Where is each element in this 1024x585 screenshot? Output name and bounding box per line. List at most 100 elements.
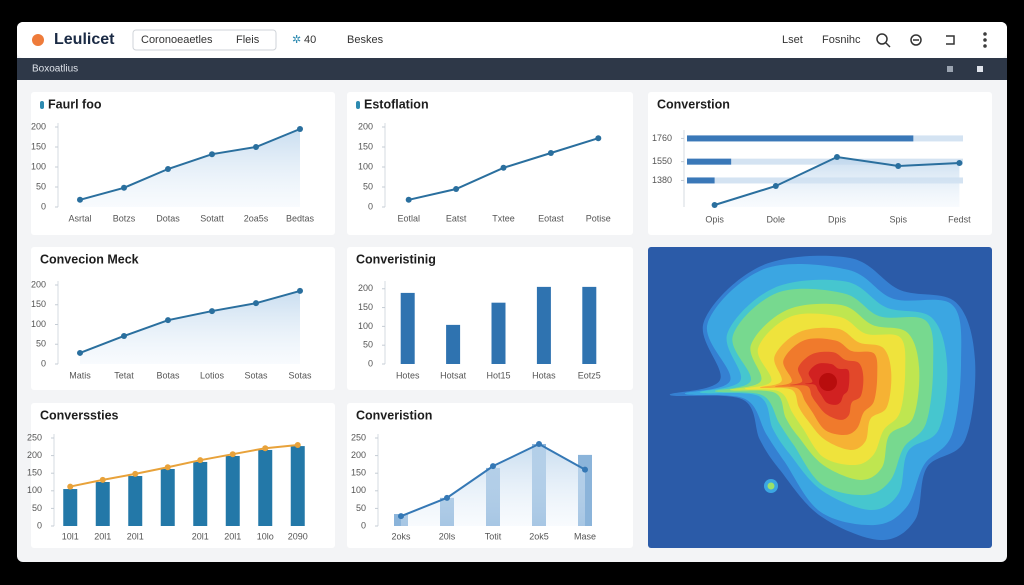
y-tick-label: 250 [27, 432, 42, 442]
y-tick-label: 200 [358, 283, 373, 293]
line-point [595, 135, 602, 142]
link[interactable]: Fosnihc [822, 34, 861, 46]
x-tick-label: 2oks [391, 531, 411, 541]
hbar [687, 135, 914, 142]
line [79, 289, 301, 354]
x-tick-label: Eotz5 [578, 370, 601, 380]
menu-dot[interactable] [983, 32, 987, 36]
y-tick-label: 100 [31, 319, 46, 329]
sub-bar [17, 58, 1007, 80]
count: 40 [304, 34, 316, 46]
charts: Faurl foo 0 50 100 150 200 Asrtal Botzs Dotas Sot… [27, 92, 992, 548]
line-area [80, 290, 300, 364]
y-tick-label: 0 [37, 520, 42, 530]
heatmap [648, 247, 992, 548]
y-tick-label: 150 [351, 468, 366, 478]
bar [258, 449, 273, 526]
y-tick-label: 1380 [652, 175, 672, 185]
x-tick-label: Hotsat [440, 370, 467, 380]
line-point [500, 164, 507, 171]
line-point [132, 470, 139, 477]
x-tick-label: Asrtal [68, 213, 91, 223]
x-tick-label: Mase [574, 531, 596, 541]
bar [290, 446, 305, 526]
y-tick-label: 0 [41, 358, 46, 368]
line-point [67, 483, 74, 490]
y-tick-label: 1760 [652, 133, 672, 143]
x-tick-label: Sotas [288, 370, 312, 380]
zoom-icon[interactable] [910, 34, 922, 46]
heat-core [819, 373, 837, 391]
bar [582, 286, 597, 364]
x-tick-label: 20ls [439, 531, 456, 541]
y-tick-label: 250 [351, 432, 366, 442]
y-tick-label: 150 [27, 468, 42, 478]
search-box[interactable] [132, 29, 277, 51]
line-point [895, 162, 902, 169]
line-point [536, 440, 542, 447]
search-icon[interactable] [876, 33, 888, 45]
panel [31, 403, 335, 548]
line-point [453, 186, 460, 192]
x-tick-label: Opis [705, 214, 724, 224]
x-tick-label: Lotios [200, 370, 225, 380]
sub-bar-icon[interactable] [947, 66, 953, 72]
y-tick-label: 0 [368, 201, 373, 211]
x-tick-label: 20l1 [127, 531, 144, 541]
line-area [401, 443, 585, 526]
logo: Leulicet [54, 31, 115, 48]
panel-title: Faurl foo [48, 97, 102, 111]
line-point [398, 513, 404, 520]
sub-bar-title: Boxoatlius [32, 64, 78, 75]
line-point [297, 126, 303, 132]
panel-title: Converssties [40, 408, 119, 422]
link[interactable]: Lset [782, 34, 803, 46]
x-tick-label: Dole [767, 214, 786, 224]
x-tick-label: Sotas [244, 370, 268, 380]
x-tick-label: 10lo [257, 531, 274, 541]
panel-title: Converistion [356, 408, 432, 422]
line-point [582, 466, 588, 473]
menu-dot [983, 44, 987, 48]
filter[interactable]: Fleis [236, 34, 260, 46]
hbar [687, 177, 715, 184]
bar [225, 455, 240, 526]
y-tick-label: 50 [36, 339, 46, 349]
sub-bar-icon[interactable] [977, 66, 983, 72]
y-tick-label: 200 [31, 279, 46, 289]
line-point [121, 332, 127, 339]
panel-title: Converistinig [356, 252, 436, 266]
x-tick-label: 20l1 [94, 531, 111, 541]
y-tick-label: 50 [36, 181, 46, 191]
x-tick-label: Dotas [156, 213, 180, 223]
x-tick-label: Spis [889, 214, 907, 224]
panel-title: Convecion Meck [40, 252, 139, 266]
y-tick-label: 200 [358, 121, 373, 131]
y-tick-label: 200 [27, 450, 42, 460]
line-area [80, 129, 300, 207]
search-placeholder[interactable]: Coronoeaetles [141, 34, 213, 46]
line-point [164, 464, 171, 471]
gear-icon[interactable]: ✲ [292, 34, 301, 46]
y-tick-label: 150 [31, 141, 46, 151]
bar [95, 482, 110, 526]
line-point [834, 154, 840, 161]
line-point [209, 308, 215, 315]
search-icon-handle [885, 42, 891, 48]
line-point [490, 463, 496, 470]
x-tick-label: 20l1 [224, 531, 241, 541]
x-tick-label: 2ok5 [529, 531, 549, 541]
line-point [253, 144, 259, 150]
y-tick-label: 0 [361, 520, 366, 530]
y-tick-label: 1550 [652, 156, 672, 166]
x-tick-label: Hot15 [486, 370, 510, 380]
share-icon[interactable] [946, 35, 955, 45]
y-tick-label: 200 [351, 450, 366, 460]
toolbar-icons [876, 32, 987, 48]
x-tick-label: Eotast [538, 213, 564, 223]
line-point [99, 476, 106, 483]
y-tick-label: 50 [32, 503, 42, 513]
menu[interactable]: Beskes [347, 34, 384, 46]
line-point [711, 202, 718, 209]
y-tick-label: 150 [358, 141, 373, 151]
